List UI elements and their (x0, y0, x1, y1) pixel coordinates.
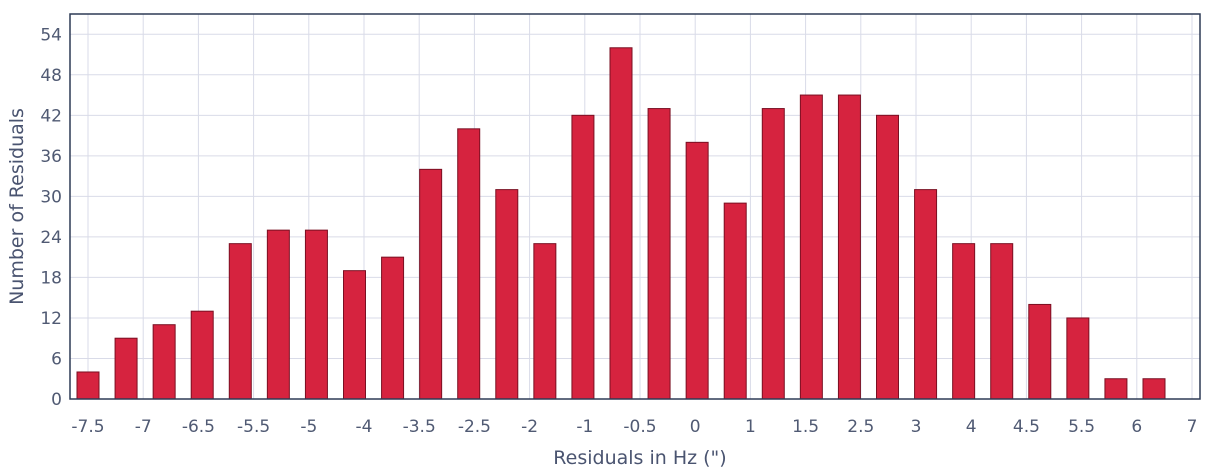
x-tick-label: -2.5 (458, 417, 491, 437)
bar (799, 94, 823, 400)
x-axis-label: Residuals in Hz (") (553, 447, 726, 469)
x-tick-label: 4 (966, 417, 977, 437)
x-tick-label: 1 (745, 417, 756, 437)
x-tick-label: -0.5 (623, 417, 656, 437)
bar (228, 243, 252, 400)
x-tick-label: 4.5 (1013, 417, 1040, 437)
y-tick-labels: 0 6 12 18 24 30 36 42 48 54 (40, 25, 62, 410)
x-tick-label: -4 (356, 417, 373, 437)
x-tick-label: -5.5 (237, 417, 270, 437)
x-tick-label: 6 (1131, 417, 1142, 437)
bar (1142, 378, 1166, 400)
y-tick-label: 54 (40, 25, 62, 45)
x-tick-label: -6.5 (182, 417, 215, 437)
bar (152, 324, 176, 400)
y-tick-label: 48 (40, 66, 62, 86)
y-tick-label: 6 (51, 349, 62, 369)
bar (114, 337, 138, 400)
y-tick-label: 42 (40, 106, 62, 126)
x-tick-label: -7.5 (71, 417, 104, 437)
y-tick-label: 30 (40, 187, 62, 207)
bar (990, 243, 1014, 400)
bar (685, 141, 709, 400)
bar (609, 47, 633, 400)
plot-frame (69, 13, 1201, 400)
x-tick-label: 5.5 (1068, 417, 1095, 437)
bar (647, 108, 671, 400)
y-axis-label: Number of Residuals (6, 108, 28, 305)
y-tick-label: 36 (40, 147, 62, 167)
bar (571, 114, 595, 400)
x-tick-label: -7 (135, 417, 152, 437)
bar (304, 229, 328, 400)
x-tick-label: 2.5 (847, 417, 874, 437)
bar (495, 189, 519, 400)
x-tick-label: -1 (576, 417, 593, 437)
bar (1028, 303, 1052, 400)
x-tick-label: 1.5 (792, 417, 819, 437)
y-tick-label: 12 (40, 309, 62, 329)
bars (76, 47, 1166, 400)
bar (76, 371, 100, 400)
bar (457, 128, 481, 400)
bar (723, 202, 747, 400)
x-tick-label: -3.5 (403, 417, 436, 437)
bar (952, 243, 976, 400)
x-tick-label: -2 (521, 417, 538, 437)
bar (1104, 378, 1128, 400)
x-tick-label: 7 (1187, 417, 1198, 437)
bar (761, 108, 785, 400)
bar (533, 243, 557, 400)
bar (1066, 317, 1090, 400)
y-tick-label: 24 (40, 228, 62, 248)
bar (381, 256, 405, 400)
x-tick-label: 3 (911, 417, 922, 437)
x-tick-label: 0 (690, 417, 701, 437)
bar (266, 229, 290, 400)
bar (419, 168, 443, 400)
bar (837, 94, 861, 400)
bar (914, 189, 938, 400)
bar (343, 270, 366, 400)
x-tick-labels: -7.5 -7 -6.5 -5.5 -5 -4 -3.5 -2.5 -2 -1 -0.5 0 1 1.5 2… (71, 417, 1197, 437)
bar (876, 114, 899, 400)
bar (190, 310, 214, 400)
y-tick-label: 0 (51, 390, 62, 410)
x-tick-label: -5 (300, 417, 317, 437)
y-tick-label: 18 (40, 268, 62, 288)
